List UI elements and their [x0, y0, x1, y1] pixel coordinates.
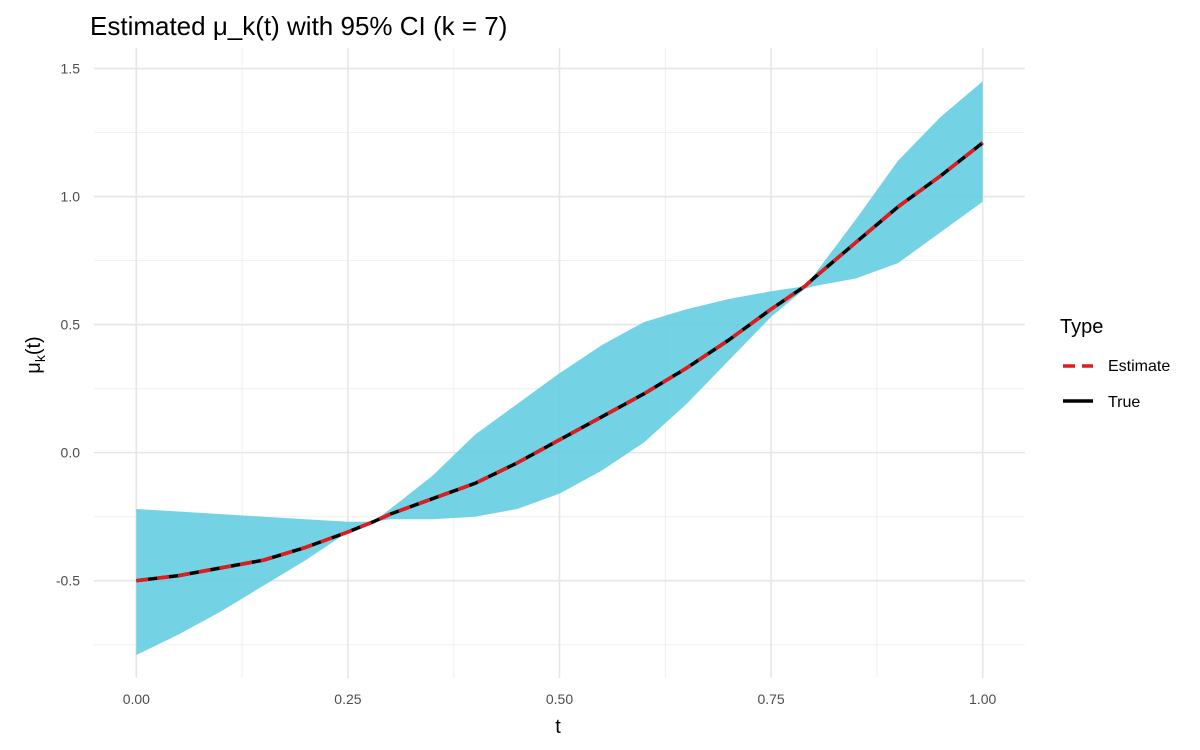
y-axis-title-tail: (t): [23, 336, 45, 355]
y-tick-label: 1.0: [61, 189, 81, 205]
svg-text:μk(t): μk(t): [23, 336, 48, 373]
x-tick-labels: 0.00 0.25 0.50 0.75 1.00: [123, 691, 997, 707]
y-tick-label: -0.5: [56, 573, 80, 589]
x-tick-label: 0.50: [546, 691, 573, 707]
chart-title: Estimated μ_k(t) with 95% CI (k = 7): [90, 11, 507, 41]
ci-ribbon-layer: [136, 81, 983, 656]
y-tick-label: 0.0: [61, 445, 81, 461]
legend-label-true: True: [1108, 394, 1140, 411]
x-axis-title: t: [555, 716, 561, 738]
x-tick-label: 0.75: [757, 691, 784, 707]
series-line-layer: [136, 141, 984, 583]
y-tick-label: 1.5: [61, 60, 81, 76]
x-tick-label: 0.25: [334, 691, 361, 707]
y-tick-labels: -0.5 0.0 0.5 1.0 1.5: [56, 60, 80, 588]
series-line-estimate: [136, 141, 984, 583]
y-tick-label: 0.5: [61, 317, 81, 333]
y-axis-title-base: μ: [23, 362, 45, 374]
legend-label-estimate: Estimate: [1108, 358, 1170, 375]
ci-ribbon: [136, 81, 983, 656]
y-axis-title-sub: k: [32, 354, 48, 362]
grid-major: [94, 48, 1025, 678]
legend-title: Type: [1060, 316, 1103, 338]
x-tick-label: 0.00: [123, 691, 150, 707]
y-axis-title: μk(t): [23, 336, 48, 373]
x-tick-label: 1.00: [969, 691, 996, 707]
legend: Type Estimate True: [1060, 316, 1170, 411]
